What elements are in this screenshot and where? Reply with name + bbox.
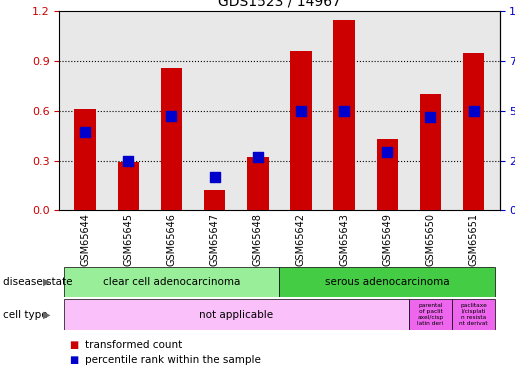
Bar [463, 53, 485, 210]
Text: clear cell adenocarcinoma: clear cell adenocarcinoma [103, 277, 240, 287]
Bar [376, 139, 398, 210]
Bar [420, 94, 441, 210]
Bar [161, 68, 182, 210]
Bar [247, 157, 269, 210]
Text: ■: ■ [70, 340, 79, 350]
Text: not applicable: not applicable [199, 310, 273, 320]
Point [297, 108, 305, 114]
Text: serous adenocarcinoma: serous adenocarcinoma [325, 277, 450, 287]
Text: parental
of paclit
axel/cisp
latin deri: parental of paclit axel/cisp latin deri [418, 303, 443, 326]
Point [426, 114, 435, 120]
Text: ■: ■ [70, 355, 79, 365]
Point [211, 174, 219, 180]
Text: percentile rank within the sample: percentile rank within the sample [85, 355, 261, 365]
Bar [63, 299, 409, 330]
Point [254, 154, 262, 160]
Bar [333, 20, 355, 210]
Text: cell type: cell type [3, 310, 47, 320]
Point [470, 108, 478, 114]
Title: GDS1523 / 14967: GDS1523 / 14967 [218, 0, 341, 9]
Text: ▶: ▶ [43, 277, 50, 287]
Bar [409, 299, 452, 330]
Bar [452, 299, 495, 330]
Point [340, 108, 348, 114]
Text: transformed count: transformed count [85, 340, 182, 350]
Text: disease state: disease state [3, 277, 72, 287]
Text: paclitaxe
l/cisplati
n resista
nt derivat: paclitaxe l/cisplati n resista nt deriva… [459, 303, 488, 326]
Bar [63, 267, 280, 297]
Point [124, 158, 132, 164]
Bar [74, 109, 96, 210]
Point [167, 113, 176, 119]
Text: ▶: ▶ [43, 310, 50, 320]
Point [383, 149, 391, 155]
Bar [117, 162, 139, 210]
Bar [280, 267, 495, 297]
Bar [290, 51, 312, 210]
Bar [204, 190, 226, 210]
Point [81, 129, 89, 135]
